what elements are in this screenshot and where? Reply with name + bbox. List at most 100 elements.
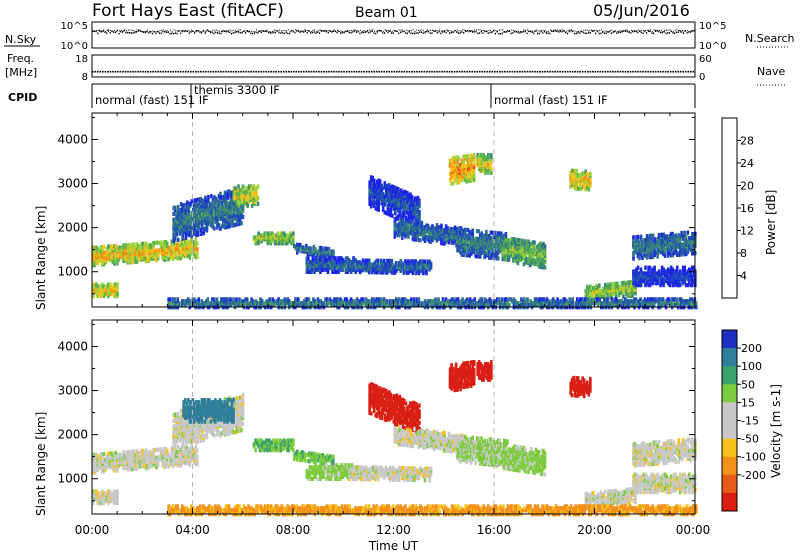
nsky-point <box>609 30 611 33</box>
nsearch-point <box>314 29 316 31</box>
freq-point <box>205 70 207 73</box>
nsky-point <box>222 30 224 33</box>
freq-point <box>396 70 398 73</box>
nsky-point <box>475 31 477 33</box>
data-cell <box>290 233 294 238</box>
nsearch-point <box>461 29 463 31</box>
freq-point <box>569 70 571 73</box>
freq-point <box>592 70 594 73</box>
data-cell <box>184 208 188 213</box>
data-cell <box>138 244 142 249</box>
nsky-point <box>289 32 291 35</box>
data-cell <box>254 235 257 240</box>
data-cell <box>490 166 493 171</box>
data-cell <box>108 282 112 287</box>
freq-point <box>403 70 406 73</box>
nsearch-point <box>565 31 567 33</box>
data-cell <box>429 261 433 266</box>
data-cell <box>402 220 406 225</box>
data-cell <box>338 256 342 261</box>
data-cell <box>392 266 395 271</box>
data-cell <box>402 263 406 268</box>
data-cell <box>181 232 184 237</box>
data-cell <box>389 193 393 198</box>
data-cell <box>287 233 291 238</box>
data-cell <box>330 249 334 254</box>
data-cell <box>144 257 148 262</box>
freq-point <box>187 70 190 73</box>
nsearch-point <box>187 29 189 31</box>
nsearch-point <box>581 31 583 33</box>
data-cell <box>348 267 351 272</box>
data-cell <box>638 240 641 245</box>
data-cell <box>207 220 210 225</box>
data-cell <box>408 267 412 272</box>
data-cell <box>417 261 421 266</box>
nsearch-point <box>273 29 275 31</box>
data-cell <box>116 292 119 297</box>
nsearch-point <box>182 29 184 31</box>
data-cell <box>358 260 362 265</box>
data-cell <box>410 195 414 200</box>
nsky-point <box>245 32 247 34</box>
nsearch-point <box>254 31 256 33</box>
nsky-point <box>162 30 164 33</box>
data-cell <box>108 252 112 257</box>
freq-point <box>380 70 383 73</box>
data-cell <box>250 186 254 191</box>
data-cell <box>323 258 327 263</box>
data-cell <box>213 216 216 221</box>
data-cell <box>204 213 207 218</box>
freq-point <box>679 70 682 73</box>
data-cell <box>126 243 130 248</box>
data-cell <box>193 223 197 228</box>
nsearch-point <box>382 30 384 32</box>
data-cell <box>243 194 246 199</box>
freq-point <box>408 70 411 73</box>
data-cell <box>386 264 389 269</box>
nsearch-point <box>453 31 455 33</box>
data-cell <box>411 259 415 264</box>
data-cell <box>497 256 500 261</box>
data-cell <box>134 246 137 251</box>
nsearch-point <box>147 29 149 31</box>
data-cell <box>266 235 269 240</box>
nsky-point <box>137 30 139 32</box>
data-cell <box>307 256 310 261</box>
freq-point <box>594 70 597 73</box>
nsky-point <box>450 31 452 34</box>
nsearch-point <box>192 30 194 32</box>
data-cell <box>589 171 592 177</box>
data-cell <box>202 219 206 224</box>
nsearch-point <box>289 31 291 33</box>
data-cell <box>394 209 397 214</box>
data-cell <box>222 218 225 223</box>
data-cell <box>252 201 255 206</box>
data-cell <box>246 186 249 191</box>
data-cell <box>183 207 186 212</box>
data-cell <box>164 243 167 249</box>
data-cell <box>181 203 184 208</box>
nsearch-point <box>576 31 578 33</box>
freq-point <box>506 70 509 73</box>
nsky-point <box>533 32 535 35</box>
data-cell <box>334 256 337 261</box>
data-cell <box>187 202 191 207</box>
data-cell <box>426 259 430 264</box>
nsearch-point <box>465 31 467 33</box>
data-cell <box>187 253 190 258</box>
data-cell <box>165 241 169 246</box>
nsky-point <box>456 31 458 33</box>
data-cell <box>281 231 284 236</box>
data-cell <box>240 199 243 204</box>
data-cell <box>249 184 252 189</box>
nsearch-point <box>541 29 543 31</box>
nsky-point <box>429 32 431 35</box>
freq-point <box>162 70 164 73</box>
data-cell <box>206 297 210 302</box>
nsky-point <box>181 30 183 33</box>
data-cell <box>411 270 415 276</box>
nsearch-point <box>588 30 590 32</box>
nsearch-point <box>474 29 476 31</box>
nsearch-point <box>491 31 493 33</box>
